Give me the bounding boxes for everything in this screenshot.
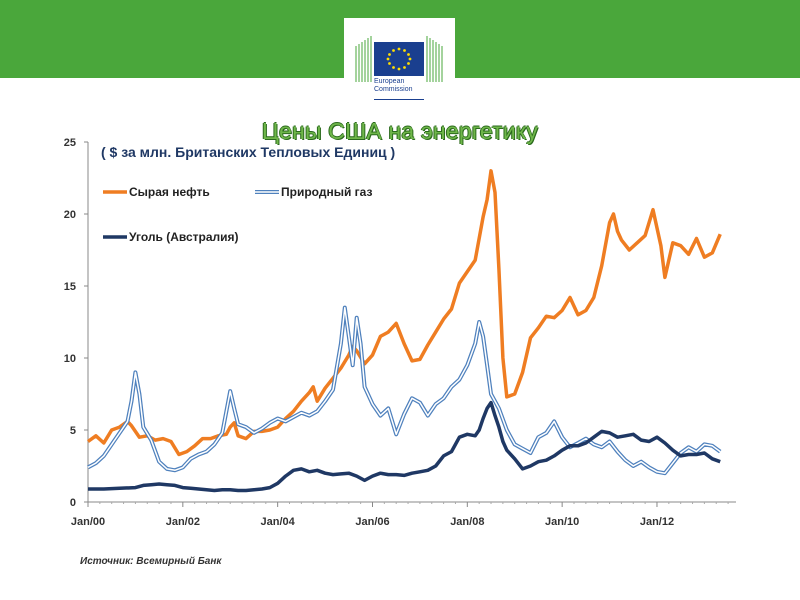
x-tick-label: Jan/12 <box>640 516 674 528</box>
coal-australia-line <box>88 400 721 493</box>
eu-flag-icon <box>374 42 424 76</box>
x-tick-label: Jan/02 <box>166 516 200 528</box>
y-tick-label: 25 <box>64 137 76 149</box>
y-tick-label: 20 <box>64 209 76 221</box>
chart-subtitle: ( $ за млн. Британских Тепловых Единиц ) <box>101 144 396 160</box>
x-tick-label: Jan/04 <box>261 516 296 528</box>
natural-gas-legend-label: Природный газ <box>281 185 372 199</box>
crude-oil-line <box>86 169 722 457</box>
chart-lines <box>86 169 722 493</box>
x-tick-label: Jan/10 <box>545 516 579 528</box>
logo-text: European Commission <box>374 78 413 94</box>
natural-gas-line <box>87 305 722 476</box>
y-tick-label: 5 <box>70 425 76 437</box>
chart-axes: 0 5 10 15 20 25 Jan/00 Jan/02 Jan/04 Jan/06 Jan/08… <box>64 137 736 528</box>
crude-oil-legend-label: Сырая нефть <box>129 185 210 199</box>
source-note: Источник: Всемирный Банк <box>80 556 222 567</box>
y-tick-label: 0 <box>70 497 76 509</box>
logo-line-1: European <box>374 78 405 85</box>
logo-underline <box>374 99 424 100</box>
building-icon <box>355 36 443 82</box>
y-tick-label: 10 <box>64 353 76 365</box>
x-tick-label: Jan/00 <box>71 516 105 528</box>
coal-australia-legend-label: Уголь (Австралия) <box>129 230 239 244</box>
natural-gas-line-inner <box>87 306 721 474</box>
logo-line-2: Commission <box>374 86 413 93</box>
chart-legend: Сырая нефть Природный газ Уголь (Австралия… <box>103 185 372 244</box>
y-tick-label: 15 <box>64 281 76 293</box>
x-tick-label: Jan/08 <box>450 516 484 528</box>
european-commission-logo: European Commission <box>344 18 455 104</box>
chart-title: Цены США на энергетику <box>261 118 539 144</box>
x-tick-label: Jan/06 <box>355 516 389 528</box>
